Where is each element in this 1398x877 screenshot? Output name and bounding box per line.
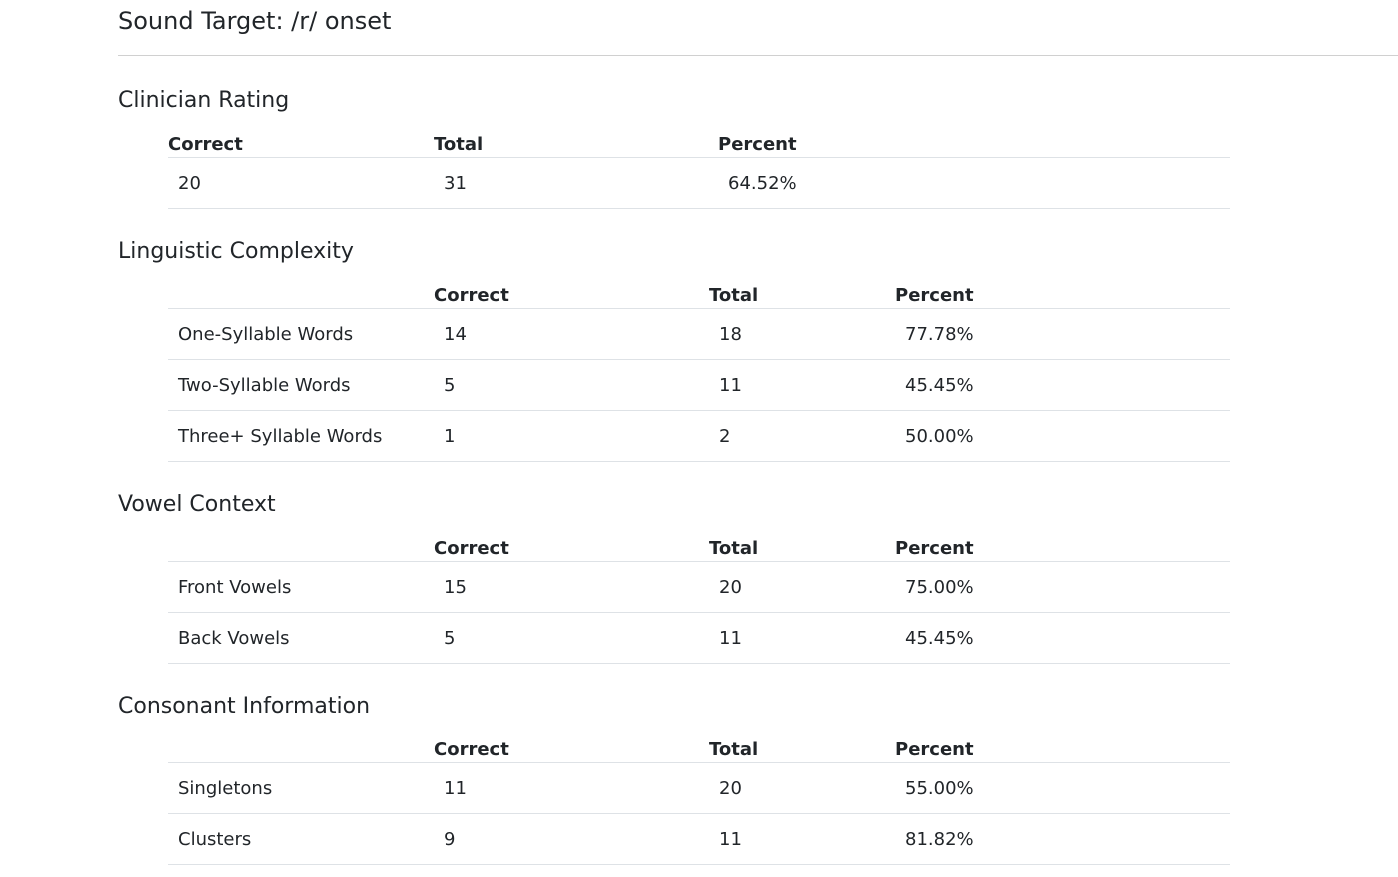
cell-percent: 77.78% <box>895 308 1230 360</box>
clinician-rating-title: Clinician Rating <box>118 88 290 113</box>
header-category <box>168 730 434 763</box>
cell-category: Front Vowels <box>168 561 434 613</box>
header-total: Total <box>434 125 718 158</box>
cell-category: Clusters <box>168 813 434 865</box>
header-total: Total <box>709 276 895 309</box>
consonant-information-table: Correct Total Percent Singletons 11 20 5… <box>168 730 1230 865</box>
header-correct: Correct <box>434 730 709 763</box>
table-header-row: Correct Total Percent <box>168 529 1230 562</box>
cell-percent: 64.52% <box>718 157 1230 209</box>
table-row: Two-Syllable Words 5 11 45.45% <box>168 359 1230 411</box>
cell-category: Singletons <box>168 762 434 814</box>
table-row: Front Vowels 15 20 75.00% <box>168 561 1230 613</box>
header-percent: Percent <box>895 529 1230 562</box>
cell-correct: 5 <box>434 612 709 664</box>
page-title: Sound Target: /r/ onset <box>118 7 392 35</box>
cell-total: 20 <box>709 561 895 613</box>
cell-correct: 14 <box>434 308 709 360</box>
cell-total: 2 <box>709 410 895 462</box>
cell-total: 11 <box>709 612 895 664</box>
cell-total: 11 <box>709 813 895 865</box>
cell-correct: 5 <box>434 359 709 411</box>
table-row: Clusters 9 11 81.82% <box>168 813 1230 865</box>
table-row: 20 31 64.52% <box>168 157 1230 209</box>
table-row: Three+ Syllable Words 1 2 50.00% <box>168 410 1230 462</box>
vowel-context-title: Vowel Context <box>118 492 276 517</box>
table-row: Singletons 11 20 55.00% <box>168 762 1230 814</box>
table-header-row: Correct Total Percent <box>168 125 1230 158</box>
header-total: Total <box>709 730 895 763</box>
linguistic-complexity-title: Linguistic Complexity <box>118 239 354 264</box>
cell-total: 20 <box>709 762 895 814</box>
header-correct: Correct <box>434 276 709 309</box>
header-percent: Percent <box>895 276 1230 309</box>
linguistic-complexity-table: Correct Total Percent One-Syllable Words… <box>168 276 1230 462</box>
cell-correct: 15 <box>434 561 709 613</box>
consonant-information-title: Consonant Information <box>118 694 371 719</box>
header-correct: Correct <box>434 529 709 562</box>
cell-percent: 81.82% <box>895 813 1230 865</box>
cell-percent: 50.00% <box>895 410 1230 462</box>
cell-percent: 55.00% <box>895 762 1230 814</box>
cell-correct: 1 <box>434 410 709 462</box>
header-category <box>168 529 434 562</box>
title-divider <box>118 55 1398 56</box>
cell-percent: 45.45% <box>895 612 1230 664</box>
header-total: Total <box>709 529 895 562</box>
cell-category: Two-Syllable Words <box>168 359 434 411</box>
cell-total: 11 <box>709 359 895 411</box>
table-header-row: Correct Total Percent <box>168 730 1230 763</box>
header-category <box>168 276 434 309</box>
table-row: Back Vowels 5 11 45.45% <box>168 612 1230 664</box>
vowel-context-table: Correct Total Percent Front Vowels 15 20… <box>168 529 1230 664</box>
cell-category: One-Syllable Words <box>168 308 434 360</box>
header-correct: Correct <box>168 125 434 158</box>
clinician-rating-table: Correct Total Percent 20 31 64.52% <box>168 125 1230 209</box>
cell-category: Back Vowels <box>168 612 434 664</box>
cell-category: Three+ Syllable Words <box>168 410 434 462</box>
cell-percent: 75.00% <box>895 561 1230 613</box>
cell-correct: 20 <box>168 157 434 209</box>
table-row: One-Syllable Words 14 18 77.78% <box>168 308 1230 360</box>
header-percent: Percent <box>895 730 1230 763</box>
cell-percent: 45.45% <box>895 359 1230 411</box>
cell-total: 31 <box>434 157 718 209</box>
table-header-row: Correct Total Percent <box>168 276 1230 309</box>
cell-correct: 11 <box>434 762 709 814</box>
cell-correct: 9 <box>434 813 709 865</box>
cell-total: 18 <box>709 308 895 360</box>
header-percent: Percent <box>718 125 1230 158</box>
